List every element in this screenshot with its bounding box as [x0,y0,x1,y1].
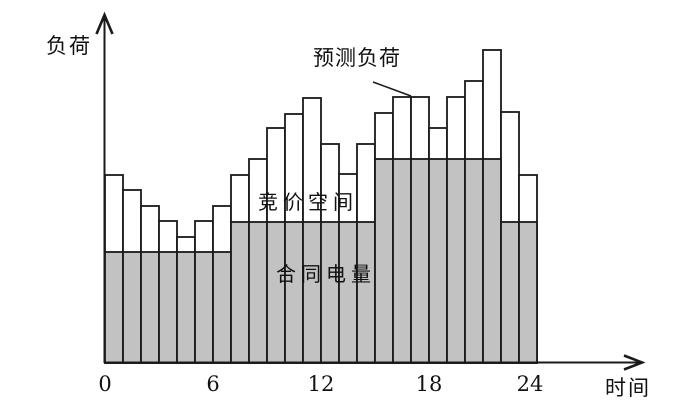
contract-energy-bar [248,221,268,364]
contract-energy-bar [338,221,358,364]
x-axis-arrow-icon [623,354,646,371]
bidding-space-annotation: 竞价空间 [258,190,358,214]
contract-energy-bar [284,221,304,364]
contract-energy-bar [266,221,286,364]
contract-energy-bar [518,221,538,364]
contract-energy-bar [500,221,520,364]
contract-energy-bar [104,251,124,364]
x-axis-label: 时间 [605,376,651,400]
contract-energy-bar [446,158,466,364]
contract-energy-bar [464,158,484,364]
x-tick-label: 6 [206,372,220,396]
contract-energy-bar [230,221,250,364]
x-tick-label: 0 [98,372,112,396]
contract-energy-bar [374,158,394,364]
contract-energy-bar [392,158,412,364]
contract-energy-annotation: 合同电量 [276,262,376,286]
x-tick-label: 18 [415,372,443,396]
x-tick-label: 24 [516,372,544,396]
predicted-load-annotation: 预测负荷 [313,46,401,70]
contract-energy-bar [356,221,376,364]
y-axis-label: 负荷 [46,34,92,58]
contract-energy-bar [320,221,340,364]
contract-energy-bar [428,158,448,364]
contract-energy-bar [410,158,430,364]
predicted-load-leader-line [372,81,412,97]
contract-energy-bar [176,251,196,364]
y-axis-arrow-icon [95,11,114,35]
contract-energy-bar [302,221,322,364]
contract-energy-bar [194,251,214,364]
contract-energy-bar [212,251,232,364]
contract-energy-bar [140,251,160,364]
x-tick-label: 12 [307,372,335,396]
contract-energy-bar [482,158,502,364]
contract-energy-bar [122,251,142,364]
contract-energy-bar [158,251,178,364]
